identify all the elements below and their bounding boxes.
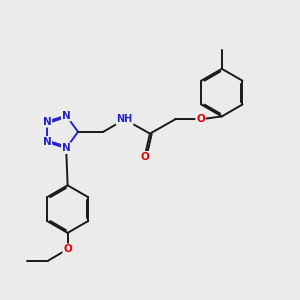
Text: O: O [140,152,149,162]
Text: N: N [43,137,51,147]
Text: N: N [62,143,70,153]
Text: O: O [196,114,205,124]
Text: N: N [62,110,70,121]
Text: O: O [63,244,72,254]
Text: N: N [43,117,51,127]
Text: NH: NH [116,114,133,124]
